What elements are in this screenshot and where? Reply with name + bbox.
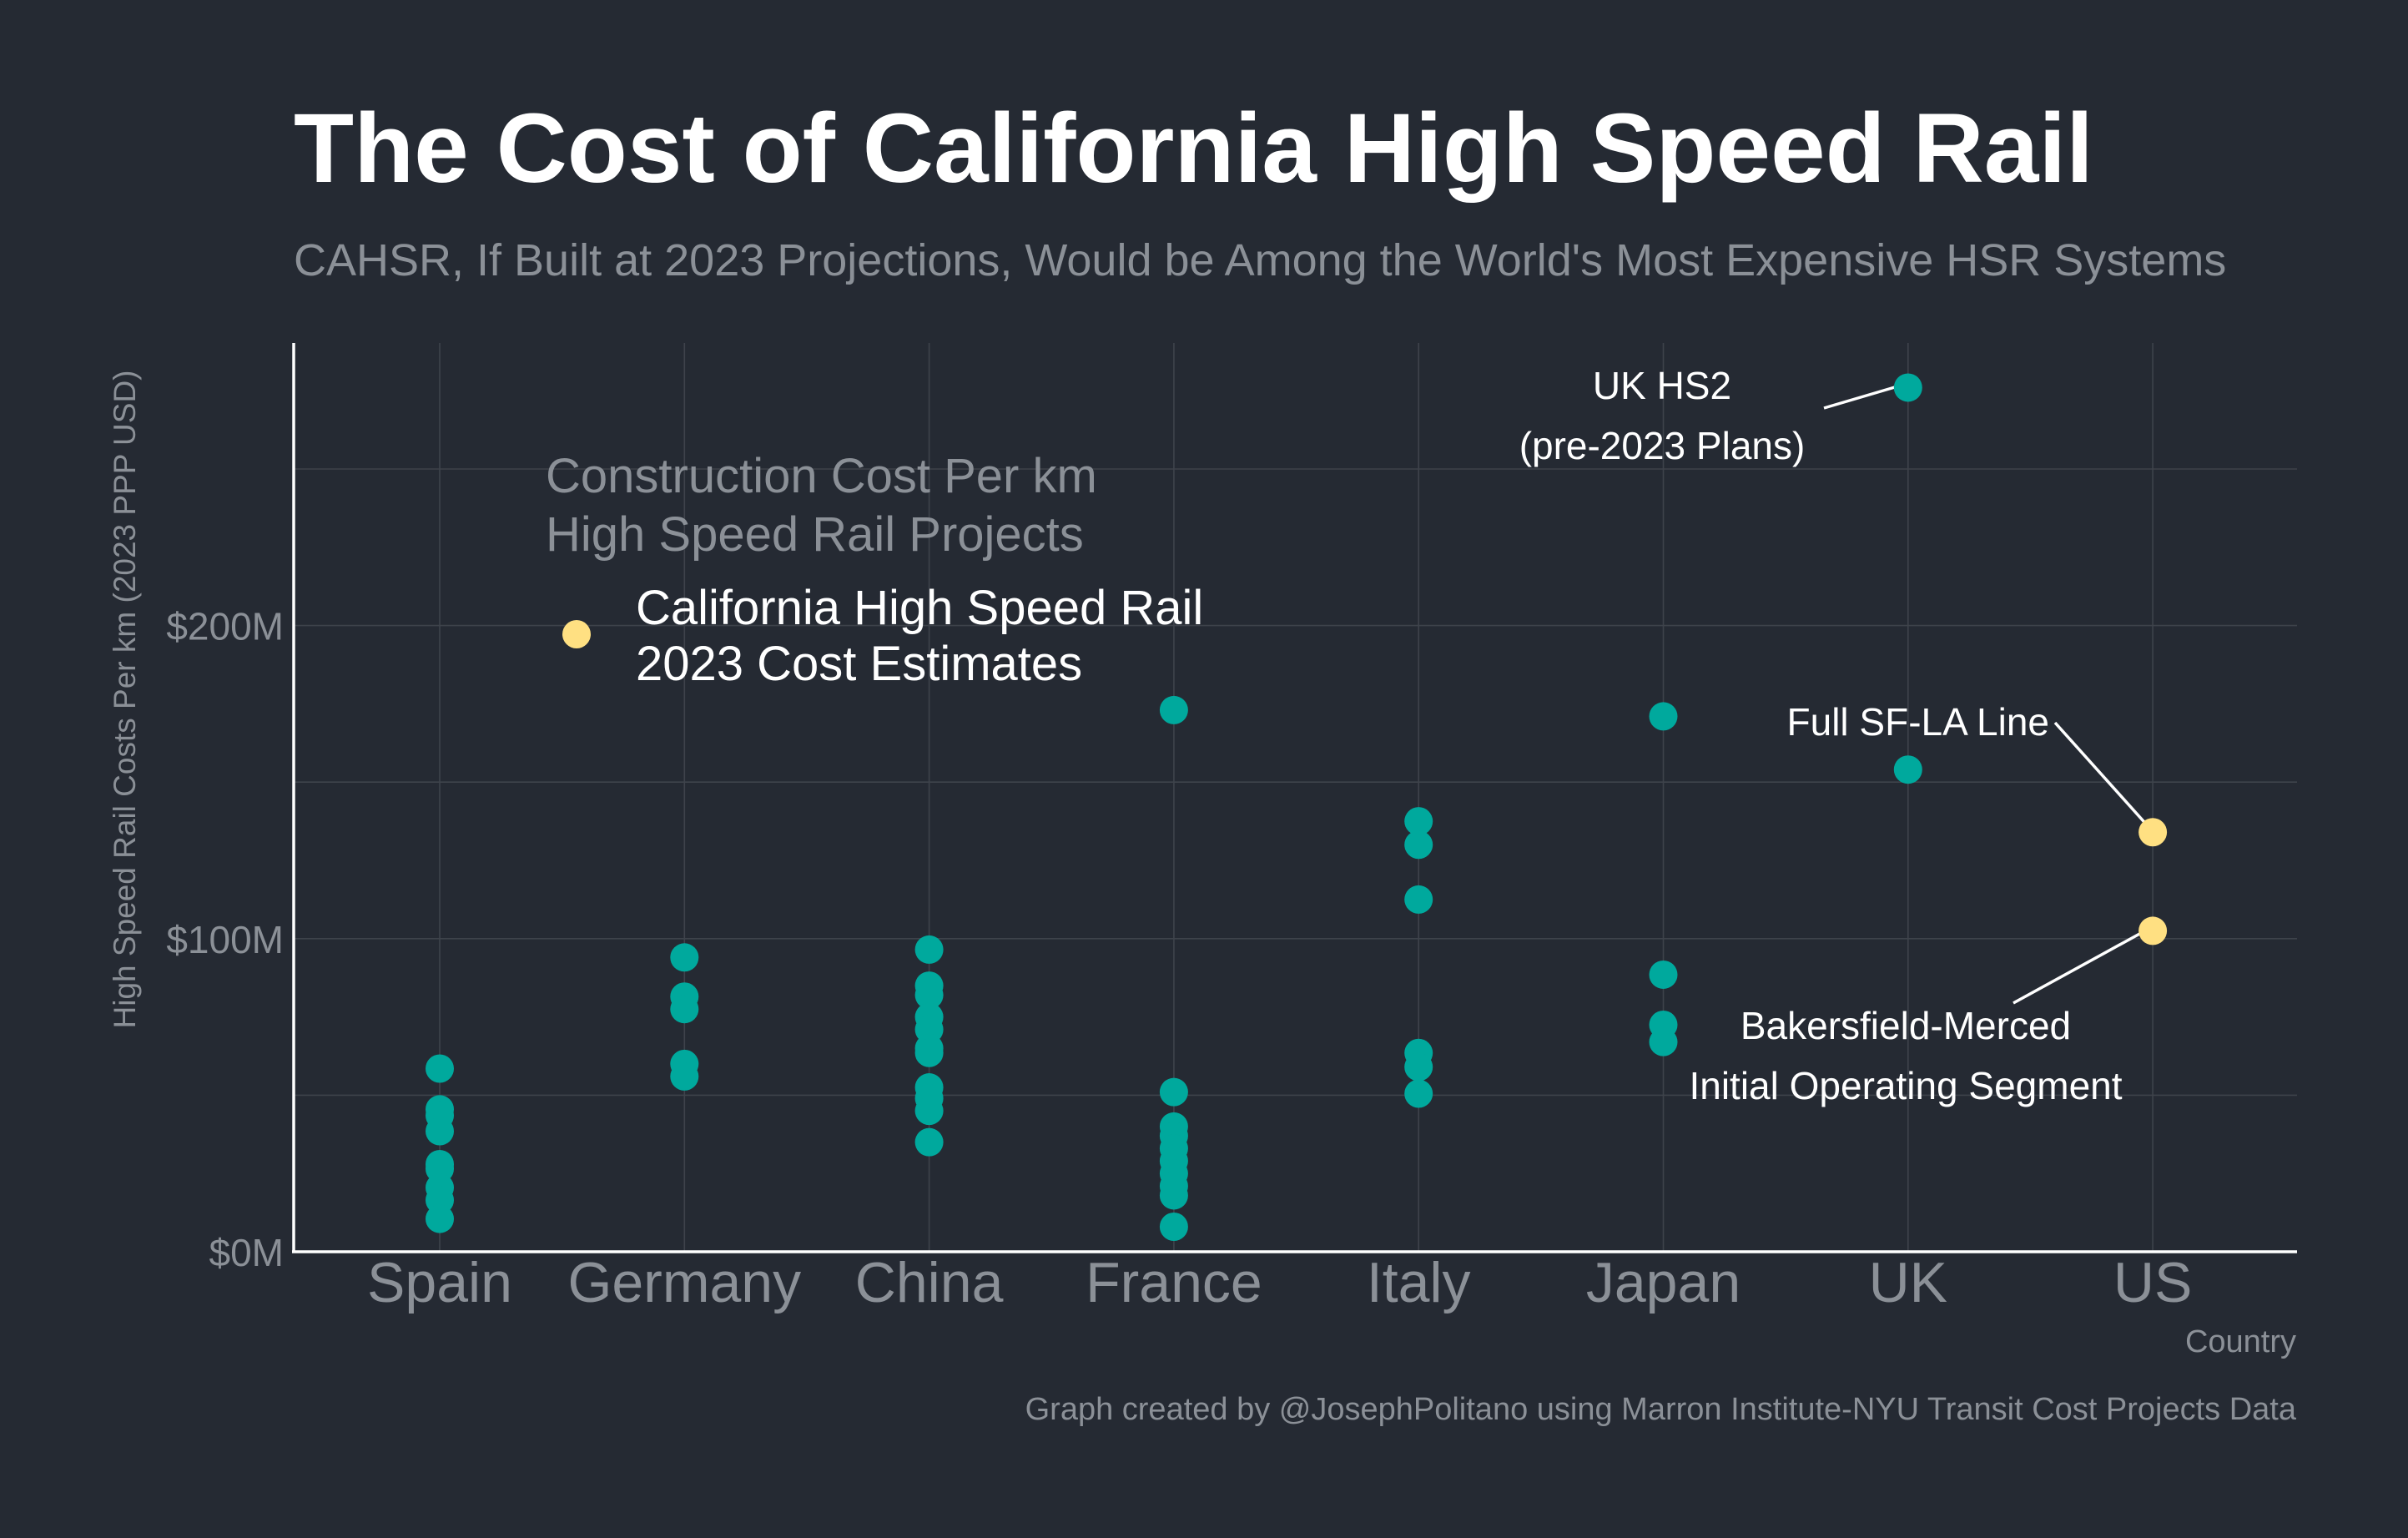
x-tick-label-us: US: [2113, 1251, 2192, 1314]
y-tick-label: $200M: [166, 605, 284, 648]
y-tick-label: $0M: [209, 1231, 284, 1274]
annotation-bakersfield-merced-leader: [2013, 930, 2144, 1005]
annotation-uk-hs2-line2: (pre-2023 Plans): [1519, 424, 1806, 467]
data-point-uk: [1893, 755, 1922, 784]
legend-title-line2: High Speed Rail Projects: [546, 507, 1084, 562]
data-point-china: [914, 981, 944, 1010]
annotation-bakersfield-merced-line2: Initial Operating Segment: [1689, 1064, 2122, 1107]
data-point-italy: [1404, 807, 1433, 836]
x-tick-label-italy: Italy: [1367, 1251, 1471, 1314]
data-point-spain: [426, 1054, 454, 1083]
data-point-germany: [670, 995, 699, 1024]
data-point-spain: [426, 1117, 454, 1146]
legend: Construction Cost Per km High Speed Rail…: [546, 449, 1203, 691]
x-tick-label-china: China: [855, 1251, 1004, 1314]
legend-entry-line1: California High Speed Rail: [636, 581, 1203, 635]
gridlines: [294, 343, 2297, 1252]
data-point-italy: [1404, 830, 1433, 860]
data-point-france: [1159, 1212, 1188, 1241]
data-point-uk: [1893, 373, 1922, 402]
x-tick-label-uk: UK: [1869, 1251, 1947, 1314]
data-point-china: [914, 1038, 944, 1067]
data-point-italy: [1404, 1079, 1433, 1108]
chart-caption: Graph created by @JosephPolitano using M…: [1025, 1392, 2297, 1427]
annotation-full-sf-la-leader: [2053, 721, 2152, 830]
data-point-italy: [1404, 885, 1433, 914]
data-point-china: [914, 1127, 944, 1157]
chart-title: The Cost of California High Speed Rail: [294, 93, 2093, 204]
legend-entry-line2: 2023 Cost Estimates: [636, 637, 1082, 691]
annotations: UK HS2 (pre-2023 Plans) Full SF-LA Line …: [1519, 364, 2152, 1107]
data-point-italy: [1404, 1052, 1433, 1082]
data-point-china: [914, 1097, 944, 1126]
data-point-france: [1159, 1181, 1188, 1210]
x-tick-label-japan: Japan: [1586, 1251, 1741, 1314]
data-point-spain: [426, 1204, 454, 1233]
annotation-uk-hs2-leader: [1823, 383, 1904, 410]
data-point-germany: [670, 943, 699, 972]
axis-tick-labels: $0M $100M $200M Spain Germany China France Ital…: [166, 605, 2192, 1314]
data-point-china: [914, 935, 944, 964]
y-tick-label: $100M: [166, 918, 284, 961]
chart-subtitle: CAHSR, If Built at 2023 Projections, Wou…: [294, 235, 2226, 285]
x-axis-label: Country: [2185, 1324, 2296, 1359]
legend-california-marker: [562, 620, 591, 648]
data-point-japan: [1649, 960, 1678, 989]
data-point-france: [1159, 695, 1188, 724]
data-point-japan: [1649, 702, 1678, 731]
data-point-japan: [1649, 1027, 1678, 1056]
annotation-full-sf-la-label: Full SF-LA Line: [1787, 700, 2049, 744]
data-point-us: [2138, 916, 2168, 945]
data-point-us: [2138, 818, 2168, 847]
legend-title-line1: Construction Cost Per km: [546, 449, 1097, 503]
x-tick-label-france: France: [1086, 1251, 1262, 1314]
x-tick-label-spain: Spain: [367, 1251, 512, 1314]
annotation-bakersfield-merced-line1: Bakersfield-Merced: [1741, 1004, 2071, 1047]
annotation-uk-hs2-line1: UK HS2: [1593, 364, 1731, 407]
data-point-germany: [670, 1061, 699, 1091]
data-point-france: [1159, 1077, 1188, 1107]
x-tick-label-germany: Germany: [567, 1251, 801, 1314]
y-axis-label: High Speed Rail Costs Per km (2023 PPP U…: [108, 371, 142, 1029]
data-points: [426, 373, 2168, 1241]
